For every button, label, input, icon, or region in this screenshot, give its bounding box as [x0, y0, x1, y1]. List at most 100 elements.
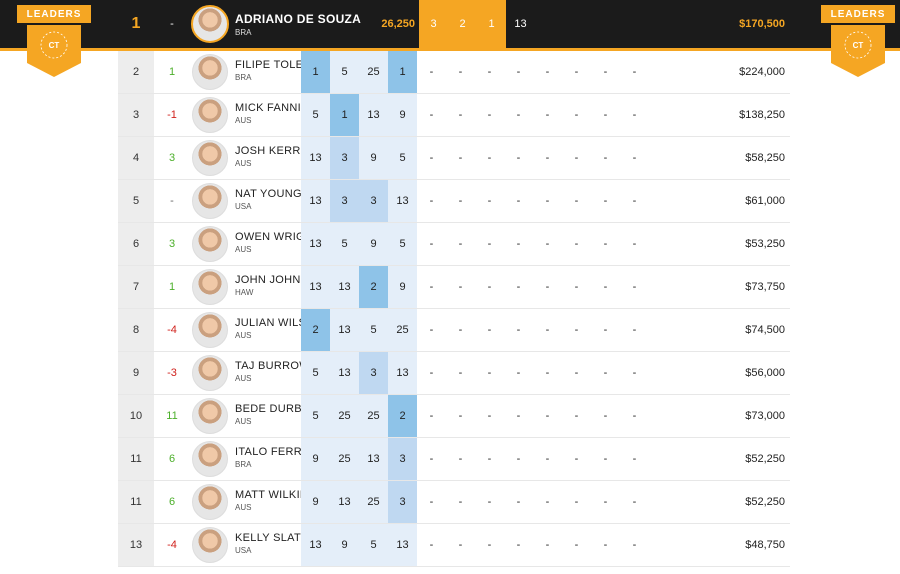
rank-change: 3 — [168, 152, 176, 164]
event-result-6: - — [458, 367, 463, 379]
event-result-4: 5 — [388, 137, 417, 179]
event-result-3: 13 — [359, 438, 388, 480]
event-result-6: - — [458, 410, 463, 422]
surfer-name[interactable]: OWEN WRIGHT — [235, 231, 321, 243]
event-result-10: - — [574, 453, 579, 465]
event-result-7: - — [487, 109, 492, 121]
event-result-1: 5 — [301, 352, 330, 394]
event-result-4: 13 — [388, 180, 417, 222]
avatar-cell — [190, 137, 230, 179]
event-result-3: 9 — [359, 223, 388, 265]
event-result-5: - — [429, 152, 434, 164]
surfer-cell: JOSH KERR AUS — [235, 137, 375, 187]
event-result-4: 25 — [388, 309, 417, 351]
prize-money-cell: $58,250 — [745, 152, 785, 164]
event-result-7: - — [487, 453, 492, 465]
event-result-1: 1 — [301, 51, 330, 93]
leader-event-2: 2 — [448, 0, 477, 48]
surfer-cell: OWEN WRIGHT AUS — [235, 223, 375, 273]
avatar — [192, 54, 228, 90]
event-result-9: - — [545, 109, 550, 121]
avatar — [192, 183, 228, 219]
surfer-name[interactable]: JULIAN WILSON — [235, 317, 324, 329]
event-result-6: - — [458, 281, 463, 293]
prize-money-cell: $61,000 — [745, 195, 785, 207]
rank-cell: 5 — [118, 180, 154, 222]
avatar-cell — [190, 180, 230, 222]
event-result-6: - — [458, 66, 463, 78]
leader-row[interactable]: 1 - ADRIANO DE SOUZA BRA 26,250 $170,500… — [118, 0, 790, 48]
event-result-4: 13 — [388, 352, 417, 394]
event-result-3: 13 — [359, 94, 388, 136]
prize-money-cell: $74,500 — [745, 324, 785, 336]
table-row[interactable]: 5-NAT YOUNGUSA16,500133313--------$61,00… — [118, 180, 790, 223]
event-result-12: - — [632, 109, 637, 121]
event-result-12: - — [632, 410, 637, 422]
event-result-6: - — [458, 453, 463, 465]
avatar — [192, 226, 228, 262]
leader-name: ADRIANO DE SOUZA — [235, 11, 362, 26]
event-result-5: - — [429, 496, 434, 508]
event-result-10: - — [574, 109, 579, 121]
surfer-name[interactable]: MICK FANNING — [235, 102, 319, 114]
event-result-10: - — [574, 367, 579, 379]
avatar-cell — [190, 438, 230, 480]
surfer-name[interactable]: JOSH KERR — [235, 145, 301, 157]
avatar — [192, 398, 228, 434]
event-result-8: - — [516, 324, 521, 336]
event-result-2: 3 — [330, 137, 359, 179]
event-result-4: 1 — [388, 51, 417, 93]
leaders-badge-left: LEADERS CT — [17, 5, 91, 77]
event-result-5: - — [429, 539, 434, 551]
event-result-8: - — [516, 66, 521, 78]
rank-change: 3 — [168, 238, 176, 250]
leader-move: - — [170, 18, 174, 30]
event-result-5: - — [429, 238, 434, 250]
event-result-7: - — [487, 496, 492, 508]
event-result-2: 13 — [330, 481, 359, 523]
event-result-1: 13 — [301, 223, 330, 265]
rank-cell: 4 — [118, 137, 154, 179]
surfer-country: BRA — [235, 460, 252, 469]
event-result-3: 5 — [359, 524, 388, 566]
event-result-7: - — [487, 410, 492, 422]
event-result-7: - — [487, 195, 492, 207]
prize-money-cell: $48,750 — [745, 539, 785, 551]
surfer-name[interactable]: FILIPE TOLEDO — [235, 59, 321, 71]
surfer-cell: NAT YOUNG USA — [235, 180, 375, 230]
event-result-8: - — [516, 152, 521, 164]
leader-points: 26,250 — [381, 18, 415, 30]
surfer-name[interactable]: NAT YOUNG — [235, 188, 302, 200]
event-result-6: - — [458, 195, 463, 207]
rank-cell: 11 — [118, 438, 154, 480]
event-result-1: 2 — [301, 309, 330, 351]
avatar-cell — [190, 352, 230, 394]
avatar — [192, 312, 228, 348]
leader-country: BRA — [235, 27, 252, 37]
prize-money-cell: $224,000 — [739, 66, 785, 78]
avatar-cell — [190, 524, 230, 566]
event-result-12: - — [632, 195, 637, 207]
rank-cell: 9 — [118, 352, 154, 394]
event-result-4: 13 — [388, 524, 417, 566]
event-result-4: 2 — [388, 395, 417, 437]
surfer-name[interactable]: TAJ BURROW — [235, 360, 310, 372]
rank-change: 6 — [168, 453, 176, 465]
surfer-name[interactable]: KELLY SLATER — [235, 532, 317, 544]
event-result-3: 5 — [359, 309, 388, 351]
event-result-2: 9 — [330, 524, 359, 566]
avatar — [192, 355, 228, 391]
event-result-3: 9 — [359, 137, 388, 179]
leader-event-3: 1 — [477, 0, 506, 48]
